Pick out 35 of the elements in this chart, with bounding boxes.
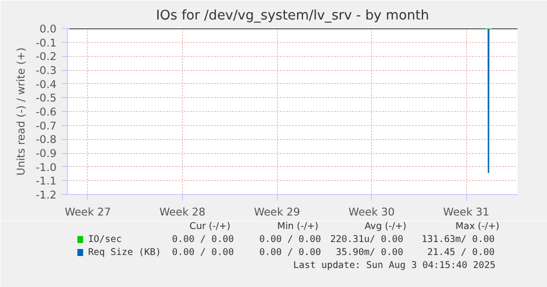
y-tick-label: -0.3 xyxy=(36,64,57,77)
y-tick-label: -0.2 xyxy=(36,50,57,64)
x-tick-label: Week 29 xyxy=(254,206,300,218)
text: 0.00 / 0.00 xyxy=(259,247,322,258)
chart-title: IOs for /dev/vg_system/lv_srv - by month xyxy=(156,8,430,24)
y-tick-label: -0.8 xyxy=(36,133,57,146)
text: 0.00 / 0.00 xyxy=(172,234,234,245)
text: Last update: Sun Aug 3 04:15:40 2025 xyxy=(293,260,496,271)
x-tick-label: Week 27 xyxy=(64,206,111,218)
legend-label: Req Size (KB) xyxy=(88,247,162,258)
text: Min (-/+) xyxy=(277,221,318,232)
legend-label: IO/sec xyxy=(88,234,122,245)
text: 131.63m/ 0.00 xyxy=(422,234,495,245)
y-tick-label: -0.6 xyxy=(36,106,57,118)
y-tick-label: -0.9 xyxy=(36,147,57,160)
x-tick-label: Week 31 xyxy=(443,206,490,218)
y-tick-label: -1.0 xyxy=(36,160,57,174)
text: Max (-/+) xyxy=(456,221,500,232)
y-tick-label: -0.1 xyxy=(36,36,57,50)
x-tick-label: Week 30 xyxy=(348,206,395,218)
text: Cur (-/+) xyxy=(190,221,230,232)
text: 0.00 / 0.00 xyxy=(259,234,322,245)
y-tick-label: 0.0 xyxy=(40,22,57,36)
text: Avg (-/+) xyxy=(364,221,406,232)
y-tick-label: -1.2 xyxy=(36,188,57,202)
y-tick-label: -1.1 xyxy=(36,174,57,188)
y-tick-label: -0.5 xyxy=(36,92,57,105)
text: 220.31u/ 0.00 xyxy=(330,234,404,245)
text: 21.45 / 0.00 xyxy=(427,247,495,258)
y-tick-label: -0.4 xyxy=(36,78,57,91)
y-tick-label: -0.7 xyxy=(36,119,57,132)
y-axis-title: Units read (-) / write (+) xyxy=(14,48,28,176)
text: 35.90m/ 0.00 xyxy=(336,247,404,258)
x-tick-label: Week 28 xyxy=(159,206,206,218)
text: 0.00 / 0.00 xyxy=(172,247,234,258)
